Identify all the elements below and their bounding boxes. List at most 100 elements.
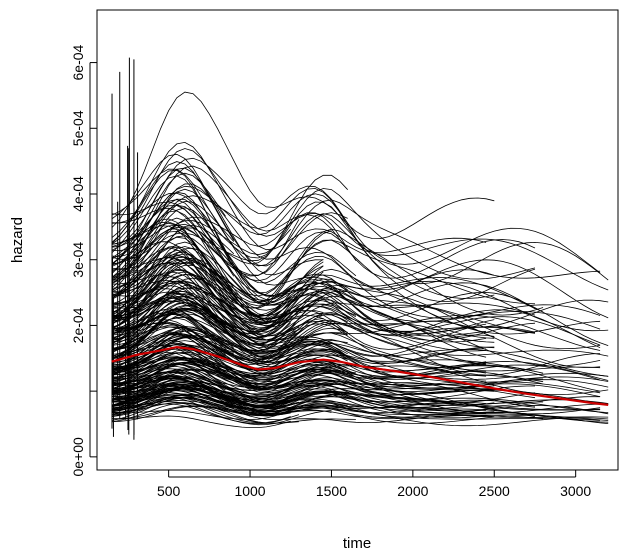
individual-curve [111,343,356,390]
individual-curve [111,377,348,403]
individual-curve [111,337,601,381]
y-tick-label: 5e-04 [70,110,86,146]
individual-curve [111,281,487,337]
individual-curve [111,357,601,397]
individual-curve [111,363,300,403]
individual-curve [111,204,609,332]
individual-curve [111,174,348,265]
individual-curve [111,330,348,367]
x-tick-label: 500 [157,483,181,499]
individual-curve [111,169,324,303]
individual-curve [111,249,300,341]
individual-curve [111,271,495,339]
individual-curve [111,376,487,406]
individual-curve [111,334,348,385]
individual-curve [111,246,601,350]
individual-curve [111,157,601,274]
individual-curve [111,285,495,349]
individual-curve [111,401,332,426]
individual-curve [111,363,291,385]
individual-curve [111,394,609,424]
individual-curve [111,207,536,310]
plot-frame [96,9,619,471]
x-tick-label: 2000 [397,483,428,499]
individual-curve [111,199,235,277]
individual-curve [111,302,609,377]
y-axis: 0e+00 2e-04 3e-04 4e-04 5e-04 6e-04 [70,44,97,477]
y-tick-label: 6e-04 [70,44,86,80]
individual-curve [111,313,601,376]
individual-curve [111,308,487,366]
individual-curve [111,274,495,335]
individual-curve [111,378,601,411]
individual-curve [111,296,235,349]
individual-curve [111,168,601,279]
x-axis: 500 1000 1500 2000 2500 3000 [157,470,591,499]
individual-curve [111,325,544,374]
mean-hazard-line [111,345,609,406]
y-tick-label: 4e-04 [70,176,86,212]
individual-curve [111,198,544,313]
x-tick-label: 1000 [234,483,265,499]
individual-curve [111,282,536,341]
individual-curve [111,256,601,319]
individual-curve [111,390,495,414]
individual-curve [111,207,300,277]
individual-curve [111,362,609,405]
individual-curve [111,161,235,241]
individual-curve [111,258,601,330]
individual-curve [111,236,291,321]
individual-curve [111,394,609,418]
y-tick-label: 2e-04 [70,307,86,343]
x-tick-label: 2500 [479,483,510,499]
individual-curve [111,382,544,406]
individual-curve [111,153,348,267]
individual-curve [111,213,495,299]
x-axis-title: time [343,535,371,552]
individual-curve [111,292,226,336]
individual-curve [111,342,609,380]
individual-curve [111,351,601,394]
individual-curves [111,57,609,440]
individual-curve [111,225,332,309]
individual-curve [111,362,332,387]
individual-curve [111,402,601,421]
y-tick-label: 0e+00 [70,437,86,477]
individual-curve [111,348,609,386]
y-tick-label: 3e-04 [70,242,86,278]
individual-curve [111,316,536,372]
individual-curve [111,221,544,316]
individual-curve [111,239,609,328]
individual-curve [111,91,495,240]
individual-curve [111,188,536,280]
individual-curve [111,175,324,301]
individual-curve [111,278,348,335]
individual-curve [111,217,291,328]
individual-curve [111,356,536,395]
individual-curve [111,245,536,334]
individual-curve [111,387,487,417]
individual-curve [111,312,348,361]
individual-curve [111,328,601,392]
individual-curve [111,384,234,402]
individual-curve [111,403,300,425]
individual-curve [111,405,544,424]
individual-curve [111,396,291,424]
individual-curve [111,165,536,279]
individual-curve [111,183,609,319]
individual-curve [111,188,609,285]
individual-curve [111,391,609,416]
individual-curve [111,337,300,366]
individual-curve [111,259,324,337]
individual-curve [111,224,235,305]
individual-curve [111,363,495,395]
individual-curve [111,309,235,362]
x-tick-label: 1500 [316,483,347,499]
mean-hazard-series [111,345,609,406]
y-axis-title: hazard [9,217,26,263]
individual-curve [111,309,609,357]
individual-curve [111,415,291,428]
individual-curve [111,402,609,427]
individual-curve [111,339,234,377]
